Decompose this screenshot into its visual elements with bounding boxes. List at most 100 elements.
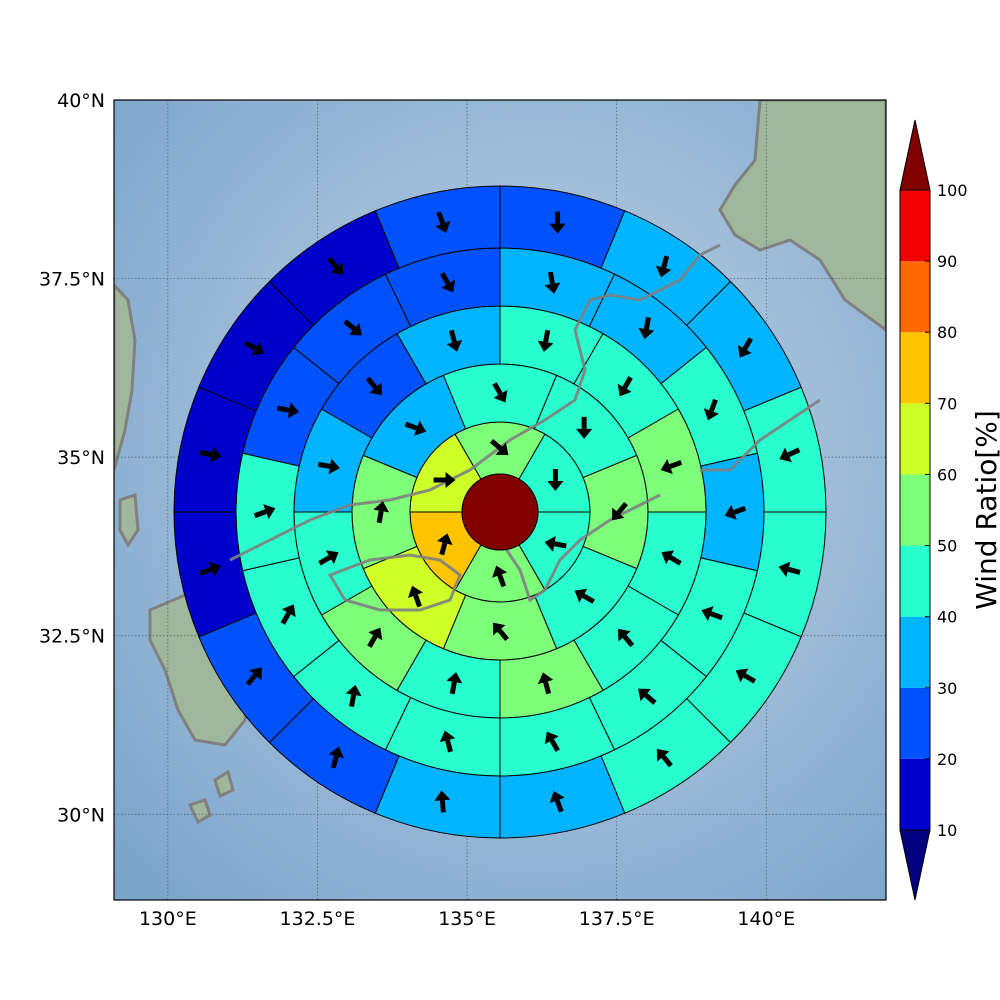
colorbar-segment: [900, 403, 930, 475]
colorbar-segment: [900, 687, 930, 759]
wind-arrow: [537, 672, 554, 695]
wind-arrow: [317, 458, 340, 475]
longitude-tick-label: 135°E: [438, 908, 496, 930]
wind-arrow: [779, 447, 801, 463]
colorbar-over-triangle: [899, 119, 931, 191]
coastline-honshu: [229, 243, 721, 562]
colorbar-title: Wind Ratio[%]: [970, 410, 1000, 610]
wind-arrow: [617, 376, 633, 397]
wind-arrow: [701, 606, 723, 622]
latitude-tick-label: 40°N: [57, 90, 105, 112]
colorbar-segment: [900, 545, 930, 617]
colorbar-tick-label: 10: [937, 821, 957, 840]
colorbar-tick-label: 70: [937, 394, 957, 413]
landmass-tsushima: [118, 492, 140, 548]
wind-arrow: [489, 439, 509, 456]
coastline-shikoku: [327, 553, 462, 612]
coastline-overlay: [229, 243, 821, 612]
colorbar-segment: [900, 616, 930, 688]
colorbar-tick-label: 60: [937, 465, 957, 484]
longitude-tick-label: 137.5°E: [579, 908, 655, 930]
landmass-islands-south: [187, 769, 235, 825]
colorbar-tick-label: 40: [937, 608, 957, 627]
longitude-tick-label: 140°E: [737, 908, 795, 930]
wind-arrow: [446, 672, 463, 695]
wind-arrow: [253, 504, 276, 520]
latitude-tick-label: 32.5°N: [39, 626, 105, 648]
colorbar-tick-label: 50: [937, 537, 957, 556]
wind-arrow: [277, 402, 300, 419]
map-frame: [113, 99, 887, 901]
wind-arrow: [437, 533, 453, 556]
wind-arrow: [549, 790, 565, 813]
land-layer: [114, 100, 886, 825]
colorbar-under-triangle: [899, 829, 931, 901]
wind-arrow: [446, 329, 463, 352]
wind-arrow: [434, 790, 451, 813]
wind-arrow: [661, 550, 682, 566]
colorbar-frame: [899, 189, 931, 831]
latitude-tick-label: 37.5°N: [39, 269, 105, 291]
colorbar-tick-label: 20: [937, 750, 957, 769]
colorbar-segment: [900, 190, 930, 262]
coastline-izu: [700, 398, 821, 472]
wind-arrow: [345, 684, 362, 707]
wind-arrow: [611, 501, 628, 521]
wind-arrow: [439, 730, 456, 753]
wind-arrow: [433, 472, 456, 488]
landmass-honshu-northeast: [718, 100, 886, 332]
wind-arrow: [280, 604, 296, 625]
wind-arrow: [549, 211, 566, 234]
wind-arrow: [492, 622, 509, 642]
wind-arrow: [367, 627, 383, 648]
wind-arrow: [327, 256, 344, 276]
wind-arrow: [404, 420, 427, 436]
longitude-tick-labels: 130°E 132.5°E 135°E 137.5°E 140°E: [139, 908, 795, 930]
wind-arrow: [199, 561, 222, 577]
wind-arrow: [407, 585, 424, 608]
colorbar-tick-label: 30: [937, 679, 957, 698]
wind-arrow: [703, 398, 719, 421]
wind-arrow: [199, 446, 222, 463]
colorbar-tick-label: 100: [937, 181, 968, 200]
colorbar-tick-label: 80: [937, 323, 957, 342]
wind-arrow: [735, 668, 757, 684]
wind-arrow: [365, 376, 382, 396]
wind-arrow: [724, 504, 747, 520]
wind-arrow: [435, 211, 451, 234]
landmass-korea: [114, 282, 137, 471]
wind-arrow: [655, 255, 672, 278]
wind-arrow: [638, 317, 655, 340]
wind-arrow: [778, 561, 801, 578]
colorbar-segment: [900, 474, 930, 546]
wind-arrow: [328, 746, 345, 769]
wind-arrow: [343, 319, 362, 336]
wind-arrow: [547, 469, 564, 491]
latitude-tick-label: 35°N: [57, 447, 105, 469]
wind-arrow: [492, 565, 508, 588]
latitude-tick-label: 30°N: [57, 804, 105, 826]
colorbar-segment: [900, 332, 930, 404]
colorbar-segment: [900, 261, 930, 333]
latitude-tick-labels: 30°N 32.5°N 35°N 37.5°N 40°N: [39, 90, 105, 826]
wind-arrow: [638, 688, 657, 705]
wind-arrow: [576, 416, 593, 439]
longitude-tick-label: 130°E: [139, 908, 197, 930]
wind-arrow: [660, 459, 683, 475]
wind-arrow: [318, 550, 339, 566]
wind-arrow: [544, 731, 560, 752]
wind-arrows: [199, 211, 801, 813]
wind-arrow: [243, 340, 265, 356]
wind-arrow: [492, 382, 508, 403]
wind-arrow: [544, 271, 561, 294]
wind-arrow: [618, 628, 635, 648]
wind-arrow: [544, 535, 567, 552]
wind-arrow: [656, 748, 673, 768]
colorbar-tick-label: 90: [937, 252, 957, 271]
longitude-tick-label: 132.5°E: [280, 908, 356, 930]
colorbar-segment: [900, 758, 930, 830]
colorbar: 10 20 30 40 50 60 70 80 90 100: [899, 119, 968, 901]
wind-arrow: [537, 329, 554, 352]
coastline-kii: [469, 493, 661, 603]
